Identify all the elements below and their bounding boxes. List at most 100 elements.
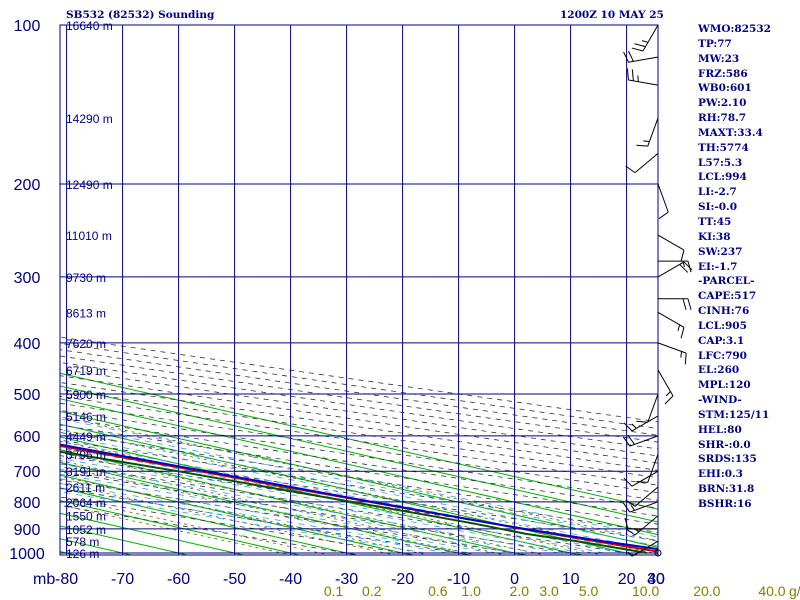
- height-label: 4449 m: [66, 430, 106, 444]
- wind-barb: [654, 549, 662, 557]
- pressure-tick-label: 300: [14, 270, 41, 287]
- temperature-tick-label: -20: [391, 571, 414, 588]
- height-label: 8613 m: [66, 306, 106, 320]
- index-item: LFC:790: [698, 349, 747, 362]
- index-item: HEL:80: [698, 423, 742, 436]
- height-label: 3796 m: [66, 448, 106, 462]
- barb-flag: [628, 50, 634, 62]
- temperature-tick-label: -50: [223, 571, 246, 588]
- mixing-ratio-line: [60, 482, 397, 555]
- height-label: 3191 m: [66, 465, 106, 479]
- index-item: CAPE:517: [698, 290, 757, 303]
- wind-barb: [625, 486, 659, 507]
- index-item: FRZ:586: [698, 67, 748, 80]
- mixing-ratio-label: 0.6: [428, 583, 448, 599]
- stability-indices-list: WMO:82532 TP:77 MW:23 FRZ:586 WB0:601 PW:2.10…: [698, 22, 771, 512]
- moist-adiabat-line: [60, 491, 426, 554]
- barb-flag: [627, 434, 635, 445]
- isotherm-line: [60, 410, 658, 548]
- dry-adiabat-line: [60, 388, 658, 479]
- dry-adiabat-line: [60, 349, 658, 436]
- isotherm-line: [60, 372, 658, 510]
- wind-barb: [623, 470, 659, 487]
- height-label: 1550 m: [66, 510, 106, 524]
- barb-staff: [647, 393, 659, 423]
- mixing-ratio-line: [60, 476, 430, 555]
- barb-flag: [680, 327, 685, 339]
- wind-barb: [622, 434, 659, 447]
- sounding-title: SB532 (82532) Sounding: [66, 9, 215, 21]
- height-label: 5146 m: [66, 410, 106, 424]
- wind-barb: [623, 415, 659, 432]
- pressure-unit-label: mb: [33, 571, 55, 588]
- isotherm-line: [60, 385, 658, 523]
- barb-flag: [658, 211, 669, 220]
- wind-barb: [657, 234, 685, 262]
- height-label: 5900 m: [66, 388, 106, 402]
- index-item: LCL:994: [698, 171, 747, 184]
- index-item: TP:77: [698, 37, 732, 50]
- barb-flag: [636, 420, 648, 423]
- barb-flag: [625, 165, 636, 174]
- height-label: 7620 m: [66, 337, 106, 351]
- wind-barb: [627, 540, 659, 557]
- barb-flag: [679, 264, 689, 273]
- mixing-ratio-label: 10.0: [632, 583, 659, 599]
- height-label: 578 m: [66, 535, 99, 549]
- mixing-ratio-unit: g/kg: [789, 583, 800, 599]
- pressure-tick-label: 600: [14, 429, 41, 446]
- index-item: -WIND-: [698, 394, 742, 407]
- index-item: MPL:120: [698, 379, 751, 392]
- barb-flag: [631, 47, 644, 52]
- isotherm-line: [60, 449, 526, 555]
- parcel-trace: [60, 443, 658, 551]
- index-item: KI:38: [698, 230, 731, 243]
- dry-adiabat-line: [60, 496, 418, 555]
- wind-barb: [636, 393, 659, 423]
- barb-flag: [636, 480, 648, 483]
- barb-staff: [647, 454, 659, 483]
- index-item: SI:-0.0: [698, 201, 737, 214]
- index-item: BRN:31.8: [698, 483, 755, 496]
- mixing-ratio-label: 1.0: [461, 583, 481, 599]
- index-item: BSHR:16: [698, 498, 752, 510]
- height-label: 9730 m: [66, 271, 106, 285]
- temperature-tick-label: 20: [618, 571, 636, 588]
- mixing-ratio-label: 0.2: [362, 583, 382, 599]
- moist-adiabat-line: [60, 423, 658, 542]
- height-label: 12490 m: [66, 178, 113, 192]
- wind-barb: [657, 183, 669, 220]
- index-item: LCL:905: [698, 319, 747, 332]
- index-item: MAXT:33.4: [698, 126, 763, 139]
- dry-adiabat-line: [60, 417, 658, 509]
- barb-flag: [631, 69, 634, 81]
- barb-half-flag: [643, 140, 650, 142]
- mixing-ratio-label: 0.1: [324, 583, 344, 599]
- temperature-tick-label: 10: [562, 571, 580, 588]
- height-label: 2064 m: [66, 496, 106, 510]
- pressure-tick-label: 100: [14, 18, 41, 35]
- barb-flag: [625, 499, 636, 507]
- height-label: 6719 m: [66, 364, 106, 378]
- barb-half-flag: [665, 391, 671, 397]
- index-item: SHR-:0.0: [698, 438, 751, 451]
- height-label: 14290 m: [66, 112, 113, 126]
- wind-barb: [636, 117, 659, 147]
- barb-flag: [664, 395, 674, 405]
- barb-flag: [687, 260, 692, 273]
- wind-barb: [626, 68, 659, 86]
- index-item: TT:45: [698, 215, 732, 228]
- barb-flag: [622, 502, 631, 513]
- barb-flag: [623, 422, 633, 432]
- barb-staff: [634, 515, 659, 536]
- moist-adiabat-line: [60, 487, 448, 554]
- mixing-ratio-line: [60, 452, 547, 555]
- barb-flag: [683, 261, 693, 271]
- height-label: 2611 m: [66, 481, 105, 495]
- pressure-tick-label: 200: [14, 177, 41, 194]
- barb-staff: [657, 234, 685, 251]
- wind-barb-column: [622, 24, 693, 557]
- barb-half-flag: [677, 324, 681, 331]
- wind-barb: [623, 50, 659, 63]
